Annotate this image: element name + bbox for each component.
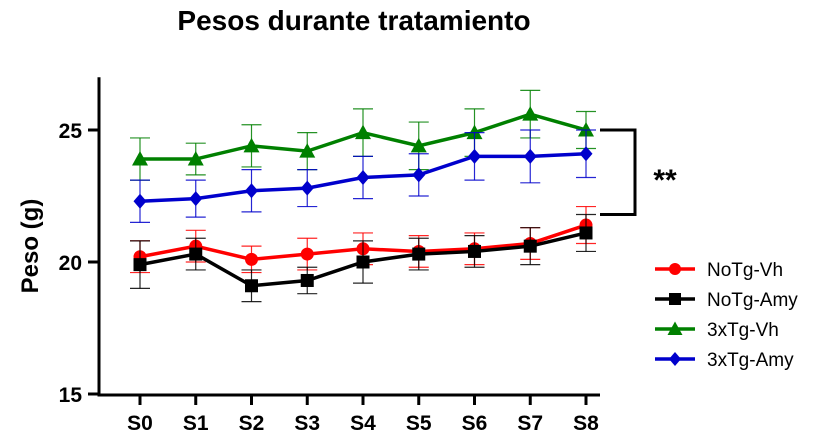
data-point [522,106,539,121]
significance-label: ** [653,164,677,197]
x-tick-label: S0 [127,412,153,435]
data-point [299,143,316,158]
data-point [187,151,204,166]
x-tick-label: S6 [462,412,488,435]
x-tick-label: S8 [573,412,599,435]
legend-label: 3xTg-Vh [707,320,779,341]
x-tick-label: S2 [239,412,265,435]
data-point [468,244,481,258]
data-point [410,137,427,153]
data-point [300,180,314,196]
series-NoTg-Amy [130,213,596,303]
data-point [245,252,258,266]
axes [97,77,600,397]
data-point [579,226,593,240]
legend-marker [669,263,681,275]
data-point [579,146,593,162]
data-point [189,191,203,207]
x-tick-label: S1 [183,412,209,435]
data-point [412,167,426,183]
data-point [523,239,537,253]
legend-marker [669,352,681,366]
data-point [466,124,483,140]
data-point [578,122,594,137]
data-point [355,124,371,140]
data-point [243,137,260,153]
legend-marker [669,293,681,305]
series-3xTg-Vh [130,89,596,181]
legend-label: NoTg-Vh [707,260,783,281]
y-tick-label: 15 [59,384,83,407]
data-point [468,148,481,164]
x-tick-label: S5 [406,412,432,435]
y-tick-label: 20 [59,252,82,275]
data-point [412,247,426,261]
data-point [133,193,147,209]
data-point [132,151,148,166]
series-group [130,89,596,303]
y-tick-label: 25 [59,120,83,143]
legend-item: 3xTg-Vh [655,320,779,341]
chart-title: Pesos durante tratamiento [177,5,530,36]
data-point [245,183,258,199]
significance-bracket [600,128,637,216]
legend: NoTg-Vh NoTg-Amy 3xTg-Vh 3xTg-Amy [655,260,798,371]
data-point [356,170,370,186]
data-point [245,279,258,293]
data-point [300,247,314,261]
x-ticks: S0 S1 S2 S3 S4 S5 S6 S7 S8 [127,395,599,435]
legend-item: NoTg-Amy [655,290,798,311]
y-axis-label: Peso (g) [17,199,44,294]
x-tick-label: S3 [294,412,320,435]
legend-marker [667,321,683,335]
legend-label: NoTg-Amy [707,290,798,311]
significance-annotation: ** [600,128,677,216]
legend-label: 3xTg-Amy [707,350,794,371]
data-point [133,258,147,272]
data-point [189,247,203,261]
x-tick-label: S7 [517,412,543,435]
legend-item: 3xTg-Amy [655,350,794,371]
y-ticks: 15 20 25 [59,120,99,407]
data-point [300,273,314,287]
legend-item: NoTg-Vh [655,260,783,281]
data-point [523,148,537,164]
data-point [356,255,370,269]
x-tick-label: S4 [350,412,376,435]
series-3xTg-Amy [130,129,596,223]
